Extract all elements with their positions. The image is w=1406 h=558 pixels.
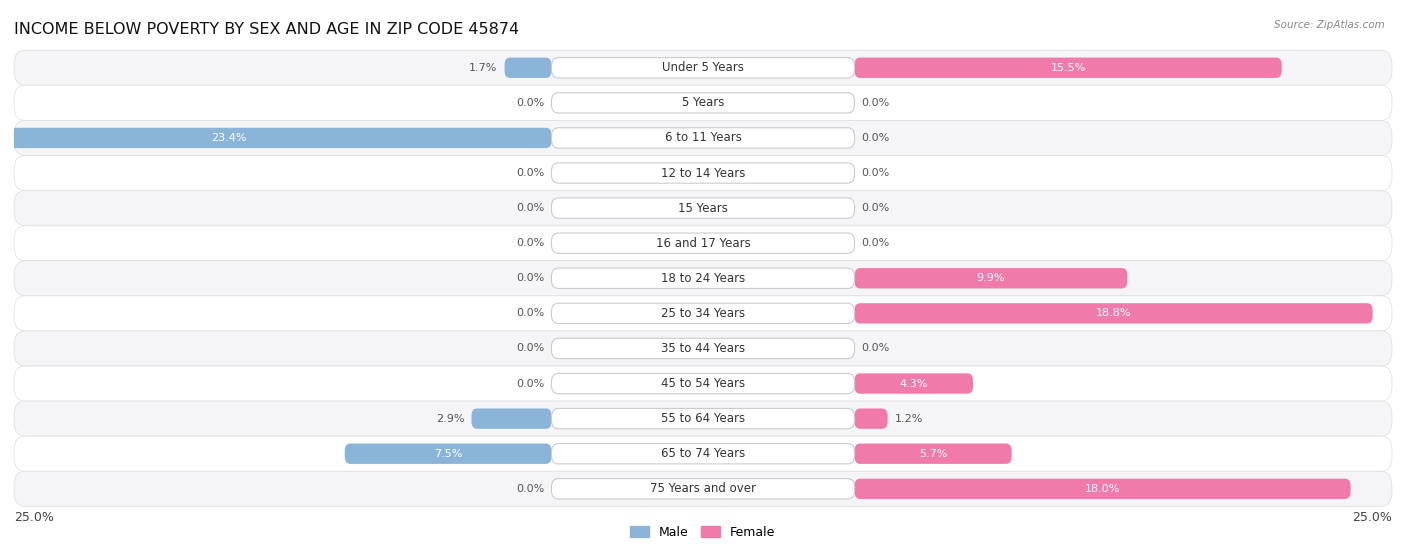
Text: 0.0%: 0.0% — [516, 309, 544, 319]
Text: 2.9%: 2.9% — [436, 413, 464, 424]
FancyBboxPatch shape — [551, 268, 855, 288]
FancyBboxPatch shape — [471, 408, 551, 429]
FancyBboxPatch shape — [344, 444, 551, 464]
FancyBboxPatch shape — [14, 436, 1392, 472]
Text: 55 to 64 Years: 55 to 64 Years — [661, 412, 745, 425]
FancyBboxPatch shape — [551, 93, 855, 113]
FancyBboxPatch shape — [0, 128, 551, 148]
FancyBboxPatch shape — [551, 198, 855, 218]
Text: 25.0%: 25.0% — [14, 511, 53, 523]
FancyBboxPatch shape — [855, 373, 973, 394]
Text: 15 Years: 15 Years — [678, 201, 728, 215]
FancyBboxPatch shape — [855, 57, 1282, 78]
Text: 75 Years and over: 75 Years and over — [650, 482, 756, 496]
Text: 5 Years: 5 Years — [682, 97, 724, 109]
Text: 6 to 11 Years: 6 to 11 Years — [665, 132, 741, 145]
Text: 0.0%: 0.0% — [516, 203, 544, 213]
Text: 9.9%: 9.9% — [977, 273, 1005, 283]
Text: 23.4%: 23.4% — [211, 133, 247, 143]
Text: 1.7%: 1.7% — [470, 62, 498, 73]
FancyBboxPatch shape — [551, 373, 855, 394]
Text: 0.0%: 0.0% — [516, 168, 544, 178]
FancyBboxPatch shape — [855, 479, 1351, 499]
Text: 65 to 74 Years: 65 to 74 Years — [661, 447, 745, 460]
Text: 0.0%: 0.0% — [516, 378, 544, 388]
Text: 0.0%: 0.0% — [516, 273, 544, 283]
Text: 0.0%: 0.0% — [862, 344, 890, 353]
Text: 15.5%: 15.5% — [1050, 62, 1085, 73]
FancyBboxPatch shape — [551, 338, 855, 359]
FancyBboxPatch shape — [855, 408, 887, 429]
Text: 0.0%: 0.0% — [862, 238, 890, 248]
FancyBboxPatch shape — [551, 163, 855, 183]
FancyBboxPatch shape — [14, 261, 1392, 296]
FancyBboxPatch shape — [14, 50, 1392, 85]
FancyBboxPatch shape — [14, 296, 1392, 331]
FancyBboxPatch shape — [551, 408, 855, 429]
Text: 7.5%: 7.5% — [434, 449, 463, 459]
FancyBboxPatch shape — [14, 225, 1392, 261]
FancyBboxPatch shape — [551, 303, 855, 324]
Text: 0.0%: 0.0% — [516, 98, 544, 108]
FancyBboxPatch shape — [14, 401, 1392, 436]
Text: 25 to 34 Years: 25 to 34 Years — [661, 307, 745, 320]
Legend: Male, Female: Male, Female — [626, 521, 780, 544]
Text: 5.7%: 5.7% — [920, 449, 948, 459]
FancyBboxPatch shape — [855, 268, 1128, 288]
Text: 0.0%: 0.0% — [516, 238, 544, 248]
Text: 16 and 17 Years: 16 and 17 Years — [655, 237, 751, 249]
FancyBboxPatch shape — [14, 85, 1392, 121]
Text: 18 to 24 Years: 18 to 24 Years — [661, 272, 745, 285]
Text: 25.0%: 25.0% — [1353, 511, 1392, 523]
Text: 35 to 44 Years: 35 to 44 Years — [661, 342, 745, 355]
FancyBboxPatch shape — [14, 156, 1392, 191]
FancyBboxPatch shape — [14, 191, 1392, 225]
Text: 0.0%: 0.0% — [516, 484, 544, 494]
Text: 0.0%: 0.0% — [862, 133, 890, 143]
Text: 4.3%: 4.3% — [900, 378, 928, 388]
Text: Source: ZipAtlas.com: Source: ZipAtlas.com — [1274, 20, 1385, 30]
Text: 0.0%: 0.0% — [862, 168, 890, 178]
FancyBboxPatch shape — [551, 128, 855, 148]
Text: 0.0%: 0.0% — [862, 203, 890, 213]
Text: 45 to 54 Years: 45 to 54 Years — [661, 377, 745, 390]
Text: 0.0%: 0.0% — [862, 98, 890, 108]
FancyBboxPatch shape — [14, 472, 1392, 506]
FancyBboxPatch shape — [14, 366, 1392, 401]
Text: INCOME BELOW POVERTY BY SEX AND AGE IN ZIP CODE 45874: INCOME BELOW POVERTY BY SEX AND AGE IN Z… — [14, 22, 519, 37]
FancyBboxPatch shape — [551, 479, 855, 499]
FancyBboxPatch shape — [551, 233, 855, 253]
Text: 18.0%: 18.0% — [1085, 484, 1121, 494]
FancyBboxPatch shape — [505, 57, 551, 78]
FancyBboxPatch shape — [855, 444, 1012, 464]
Text: 0.0%: 0.0% — [516, 344, 544, 353]
FancyBboxPatch shape — [551, 444, 855, 464]
Text: 1.2%: 1.2% — [894, 413, 922, 424]
FancyBboxPatch shape — [14, 121, 1392, 156]
Text: 12 to 14 Years: 12 to 14 Years — [661, 166, 745, 180]
FancyBboxPatch shape — [855, 303, 1372, 324]
FancyBboxPatch shape — [551, 57, 855, 78]
FancyBboxPatch shape — [14, 331, 1392, 366]
Text: 18.8%: 18.8% — [1095, 309, 1132, 319]
Text: Under 5 Years: Under 5 Years — [662, 61, 744, 74]
